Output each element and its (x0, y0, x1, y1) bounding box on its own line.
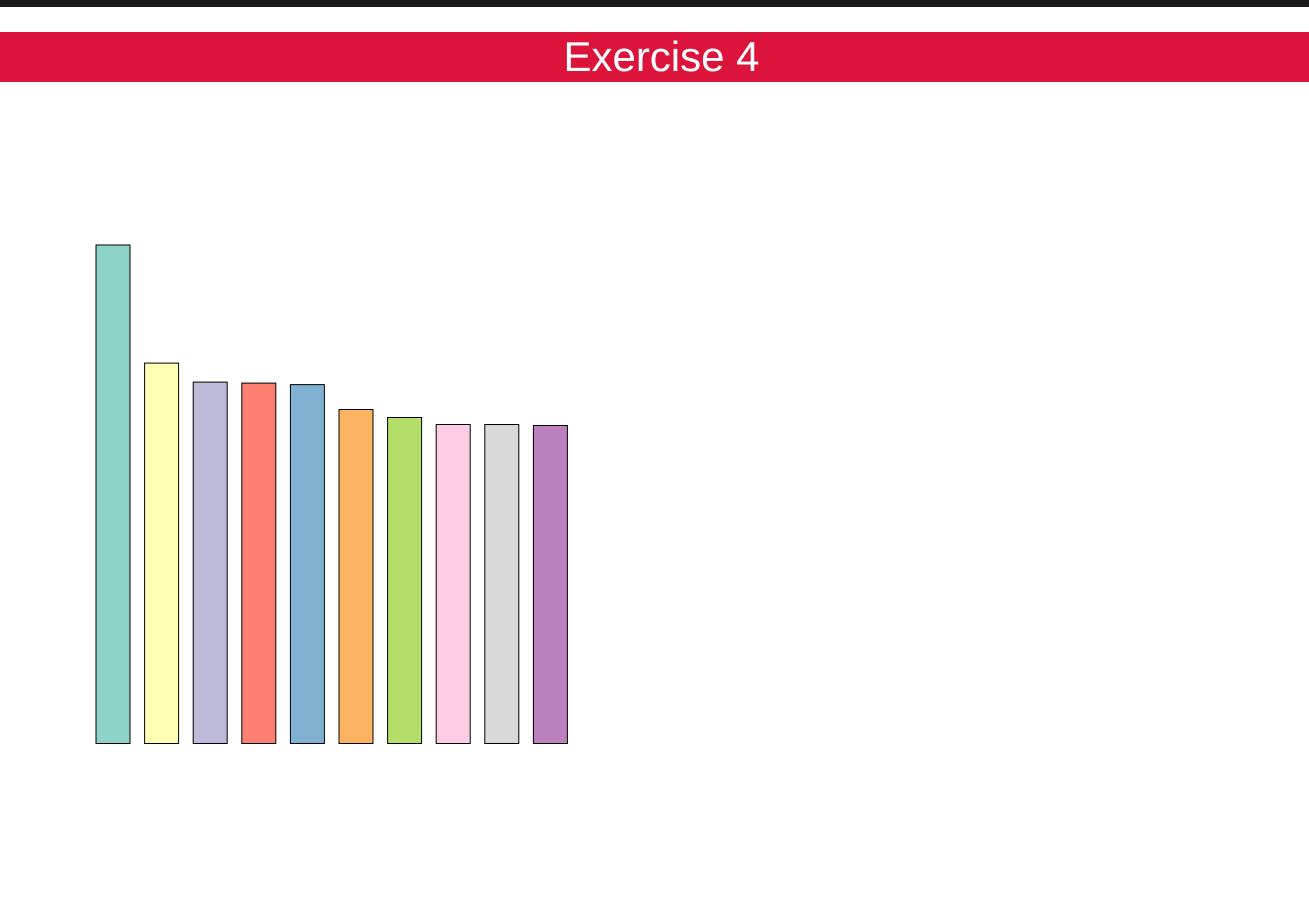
bar-8 (435, 424, 471, 744)
bar-7 (387, 417, 423, 744)
page-title: Exercise 4 (563, 33, 760, 80)
bar-1 (95, 244, 131, 744)
title-banner: Exercise 4 (0, 32, 1309, 82)
bar-10 (532, 425, 568, 744)
bar-2 (144, 362, 180, 744)
bar-6 (338, 409, 374, 744)
bar-4 (241, 382, 277, 744)
top-rule (0, 0, 1309, 7)
bar-5 (289, 384, 325, 744)
bar-3 (192, 381, 228, 744)
bar-9 (484, 424, 520, 744)
